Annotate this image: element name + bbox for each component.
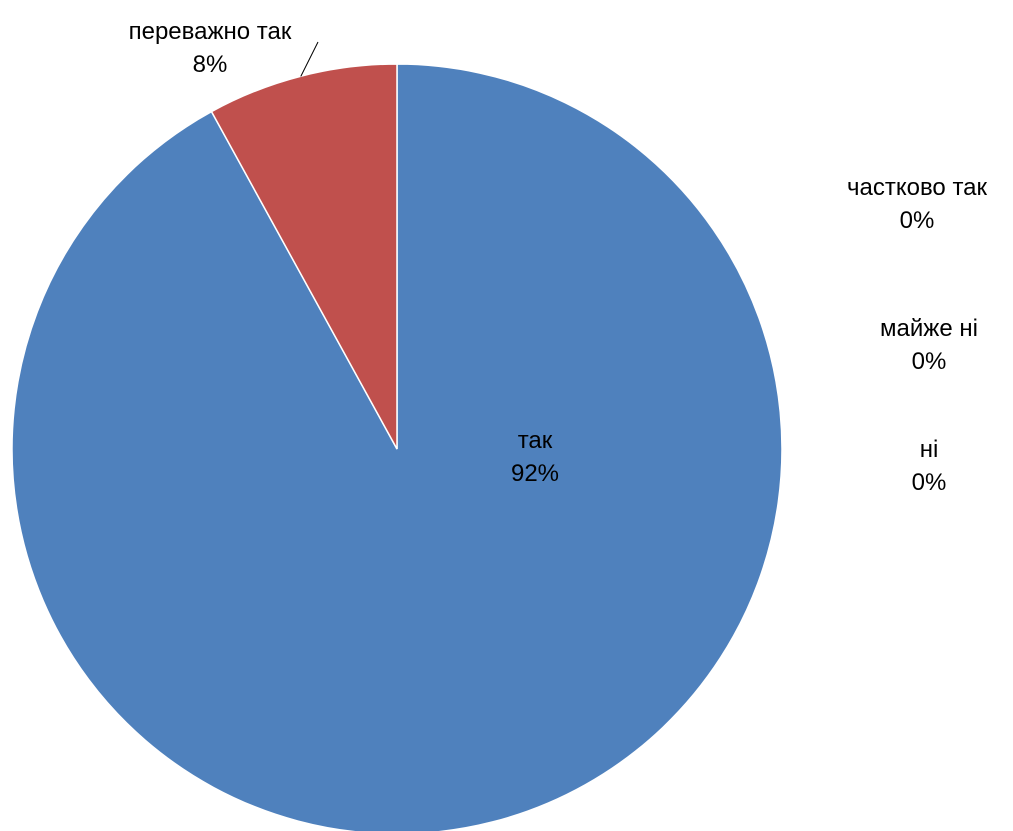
slice-category-label-1: переважно так — [129, 18, 292, 45]
slice-value-label-3: 0% — [912, 348, 947, 375]
slice-category-label-2: частково так — [847, 174, 988, 201]
leader-lines — [301, 42, 318, 76]
slice-value-label-1: 8% — [193, 51, 228, 78]
slice-category-label-0: так — [518, 427, 553, 454]
slice-value-label-0: 92% — [511, 460, 559, 487]
slice-category-label-3: майже ні — [880, 315, 978, 342]
pie-slices — [12, 64, 782, 831]
slice-value-label-2: 0% — [900, 207, 935, 234]
slice-category-label-4: ні — [920, 436, 939, 463]
leader-line-1 — [301, 42, 318, 76]
slice-value-label-4: 0% — [912, 469, 947, 496]
